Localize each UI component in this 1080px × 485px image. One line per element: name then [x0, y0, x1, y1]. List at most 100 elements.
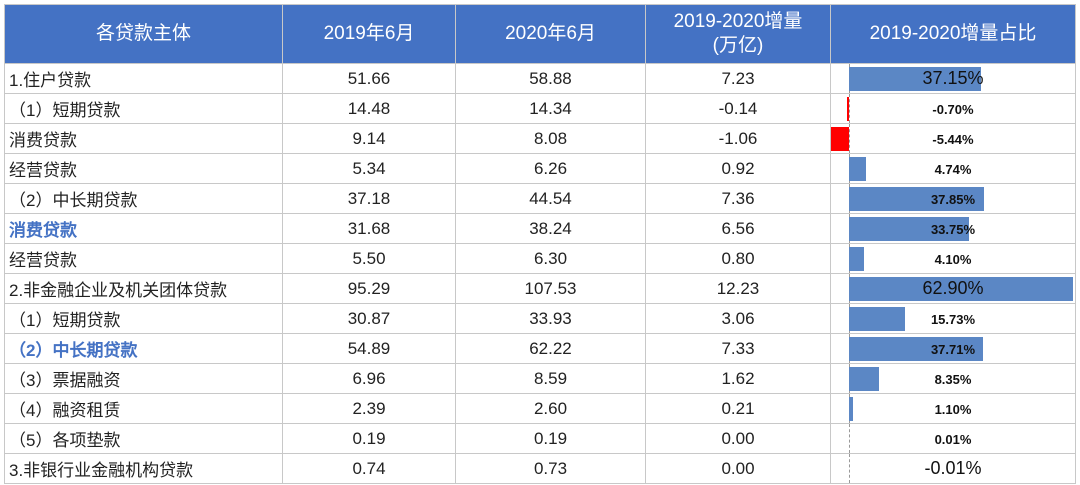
zero-axis	[849, 424, 850, 453]
row-label: （4）融资租赁	[4, 393, 283, 424]
row-label: （2）中长期贷款	[4, 333, 283, 364]
value-cell: 58.88	[455, 63, 646, 94]
row-label: （5）各项垫款	[4, 423, 283, 454]
value-cell: 38.24	[455, 213, 646, 244]
value-cell: 7.33	[645, 333, 831, 364]
loan-table: 各贷款主体 2019年6月 2020年6月 2019-2020增量 (万亿) 2019-…	[4, 4, 1076, 484]
value-cell: 44.54	[455, 183, 646, 214]
share-cell: 37.15%	[830, 63, 1076, 94]
row-label: 2.非金融企业及机关团体贷款	[4, 273, 283, 304]
share-cell: -5.44%	[830, 123, 1076, 154]
value-cell: 14.48	[282, 93, 456, 124]
value-cell: -1.06	[645, 123, 831, 154]
value-cell: 7.36	[645, 183, 831, 214]
table-row: （2）中长期贷款 54.89 62.22 7.33 37.71%	[4, 333, 1076, 364]
header-cell: 各贷款主体	[4, 4, 283, 64]
value-cell: 0.74	[282, 453, 456, 484]
value-cell: 0.73	[455, 453, 646, 484]
share-cell: 8.35%	[830, 363, 1076, 394]
table-body: 1.住户贷款 51.66 58.88 7.23 37.15% （1）短期贷款 14.48 14…	[4, 63, 1076, 484]
value-cell: 5.50	[282, 243, 456, 274]
table-row: 消费贷款 9.14 8.08 -1.06 -5.44%	[4, 123, 1076, 154]
row-label: 3.非银行业金融机构贷款	[4, 453, 283, 484]
value-cell: 0.19	[282, 423, 456, 454]
share-label: 33.75%	[930, 221, 976, 237]
data-bar	[849, 337, 984, 361]
share-label: 0.01%	[934, 431, 972, 447]
value-cell: 0.21	[645, 393, 831, 424]
zero-axis	[849, 124, 850, 153]
table-row: （1）短期贷款 14.48 14.34 -0.14 -0.70%	[4, 93, 1076, 124]
value-cell: 7.23	[645, 63, 831, 94]
value-cell: 2.39	[282, 393, 456, 424]
value-cell: 0.19	[455, 423, 646, 454]
share-label: 8.35%	[934, 371, 972, 387]
row-label: 经营贷款	[4, 243, 283, 274]
share-label: -0.70%	[932, 101, 974, 117]
share-cell: 1.10%	[830, 393, 1076, 424]
row-label: 消费贷款	[4, 213, 283, 244]
share-cell: 4.10%	[830, 243, 1076, 274]
share-label: 4.74%	[934, 161, 972, 177]
value-cell: 31.68	[282, 213, 456, 244]
row-label: 1.住户贷款	[4, 63, 283, 94]
share-label: 1.10%	[934, 401, 972, 417]
header-cell: 2020年6月	[455, 4, 646, 64]
zero-axis	[849, 454, 850, 483]
table-row: 1.住户贷款 51.66 58.88 7.23 37.15%	[4, 63, 1076, 94]
value-cell: 62.22	[455, 333, 646, 364]
share-label: 62.90%	[922, 278, 984, 298]
share-cell: 15.73%	[830, 303, 1076, 334]
data-bar	[849, 277, 1073, 301]
row-label: 经营贷款	[4, 153, 283, 184]
share-label: 37.15%	[922, 68, 984, 88]
table-row: （1）短期贷款 30.87 33.93 3.06 15.73%	[4, 303, 1076, 334]
data-bar	[831, 127, 849, 151]
data-bar	[849, 397, 853, 421]
share-cell: 62.90%	[830, 273, 1076, 304]
share-cell: 4.74%	[830, 153, 1076, 184]
data-bar	[849, 367, 879, 391]
value-cell: 107.53	[455, 273, 646, 304]
table-row: （3）票据融资 6.96 8.59 1.62 8.35%	[4, 363, 1076, 394]
table-row: 经营贷款 5.34 6.26 0.92 4.74%	[4, 153, 1076, 184]
share-cell: 0.01%	[830, 423, 1076, 454]
data-bar	[849, 307, 905, 331]
value-cell: 37.18	[282, 183, 456, 214]
table-row: （2）中长期贷款 37.18 44.54 7.36 37.85%	[4, 183, 1076, 214]
value-cell: 8.08	[455, 123, 646, 154]
table-row: 消费贷款 31.68 38.24 6.56 33.75%	[4, 213, 1076, 244]
share-cell: -0.01%	[830, 453, 1076, 484]
row-label: （1）短期贷款	[4, 93, 283, 124]
data-bar	[849, 157, 866, 181]
table-row: （4）融资租赁 2.39 2.60 0.21 1.10%	[4, 393, 1076, 424]
header-cell: 2019-2020增量 (万亿)	[645, 4, 831, 64]
data-bar	[849, 187, 984, 211]
value-cell: 3.06	[645, 303, 831, 334]
value-cell: 2.60	[455, 393, 646, 424]
table-row: 2.非金融企业及机关团体贷款 95.29 107.53 12.23 62.90%	[4, 273, 1076, 304]
value-cell: 8.59	[455, 363, 646, 394]
share-label: 4.10%	[934, 251, 972, 267]
value-cell: 33.93	[455, 303, 646, 334]
value-cell: 0.80	[645, 243, 831, 274]
value-cell: 0.00	[645, 453, 831, 484]
header-cell: 2019年6月	[282, 4, 456, 64]
row-label: （3）票据融资	[4, 363, 283, 394]
value-cell: 0.00	[645, 423, 831, 454]
value-cell: 6.56	[645, 213, 831, 244]
value-cell: 5.34	[282, 153, 456, 184]
share-label: -5.44%	[932, 131, 974, 147]
table-row: 3.非银行业金融机构贷款 0.74 0.73 0.00 -0.01%	[4, 453, 1076, 484]
header-row: 各贷款主体 2019年6月 2020年6月 2019-2020增量 (万亿) 2019-…	[4, 4, 1076, 64]
zero-axis	[849, 94, 850, 123]
share-label: -0.01%	[924, 458, 982, 478]
value-cell: 9.14	[282, 123, 456, 154]
value-cell: 6.96	[282, 363, 456, 394]
table-row: （5）各项垫款 0.19 0.19 0.00 0.01%	[4, 423, 1076, 454]
value-cell: 0.92	[645, 153, 831, 184]
share-cell: 37.71%	[830, 333, 1076, 364]
share-cell: -0.70%	[830, 93, 1076, 124]
value-cell: -0.14	[645, 93, 831, 124]
